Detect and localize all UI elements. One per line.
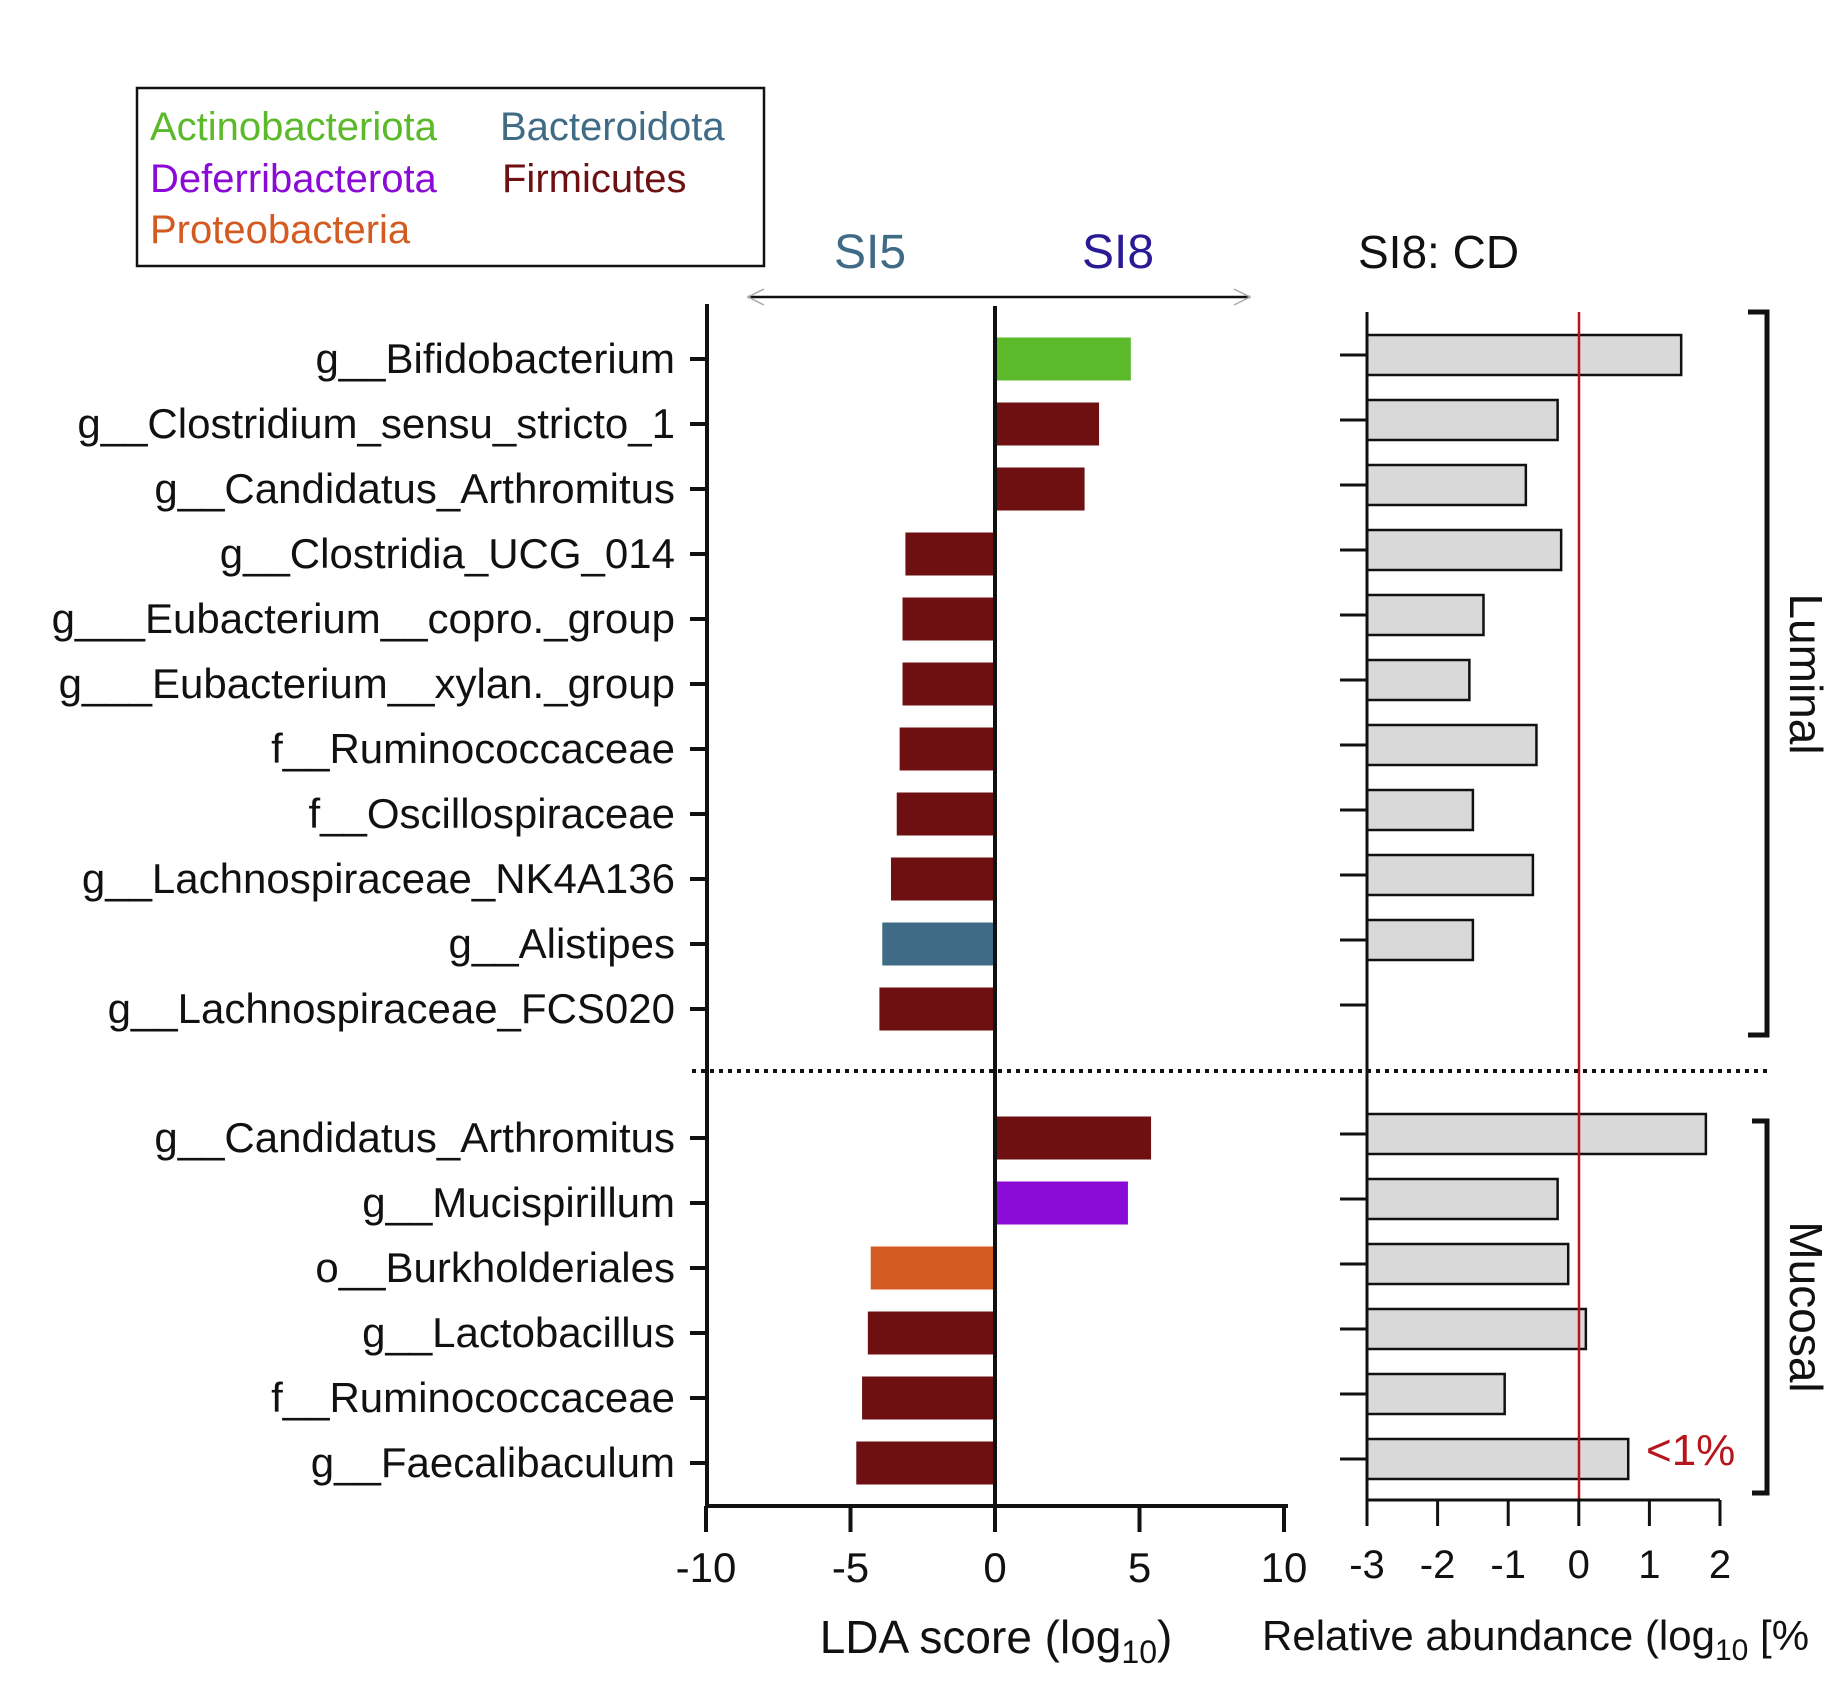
lda-bar: [882, 922, 995, 966]
lda-bar: [995, 402, 1100, 446]
lda-bar: [899, 727, 995, 771]
luminal-bracket: [1748, 309, 1770, 1038]
legend-deferribacterota: Deferribacterota: [150, 157, 438, 201]
abundance-bar: [1365, 1112, 1708, 1156]
abundance-panel: -3 -2 -1 0 1 2 <1% Relative abundance (log10 …: [1262, 312, 1809, 1667]
abundance-bars: [1365, 333, 1708, 1481]
direction-left-label: SI5: [834, 226, 906, 279]
lda-x-axis-title: LDA score (log10): [820, 1611, 1173, 1670]
below-one-percent-label: <1%: [1646, 1426, 1735, 1475]
lda-bar: [870, 1246, 995, 1290]
legend-box: [135, 86, 766, 268]
abundance-x-axis-title: Relative abundance (log10 [%: [1262, 1612, 1809, 1667]
luminal-label: Luminal: [1780, 593, 1832, 754]
right-panel-title: SI8: CD: [1358, 226, 1519, 278]
abundance-x-tick-label: 2: [1709, 1543, 1731, 1587]
abundance-bar: [1365, 1177, 1559, 1221]
abundance-bar: [1365, 528, 1563, 572]
taxon-label: g__Candidatus_Arthromitus: [154, 465, 675, 512]
lda-x-tick-label: 0: [983, 1544, 1006, 1591]
abundance-x-tick-label: 0: [1568, 1543, 1590, 1587]
abundance-bar: [1365, 853, 1535, 897]
lda-bar: [902, 662, 995, 706]
taxon-label: f__Ruminococcaceae: [271, 1374, 675, 1421]
legend: Actinobacteriota Bacteroidota Deferribac…: [135, 86, 766, 268]
taxon-label: g__Clostridia_UCG_014: [220, 530, 675, 577]
abundance-bar: [1365, 788, 1475, 832]
mucosal-bracket: [1752, 1118, 1770, 1496]
lda-bar: [995, 1181, 1128, 1225]
abundance-bar: [1365, 1307, 1588, 1351]
lda-bar: [995, 467, 1085, 511]
abundance-x-tick-label: -1: [1490, 1543, 1526, 1587]
abundance-category-ticks: [1340, 353, 1367, 1461]
legend-actinobacteriota: Actinobacteriota: [150, 105, 438, 149]
lda-bar: [879, 987, 995, 1031]
abundance-bar: [1365, 658, 1471, 702]
lda-bar: [867, 1311, 995, 1355]
abundance-bar: [1365, 593, 1485, 637]
taxon-label: g__Lactobacillus: [362, 1309, 675, 1356]
lda-x-tick-label: 10: [1261, 1544, 1308, 1591]
lda-bar: [862, 1376, 995, 1420]
taxon-label: g__Bifidobacterium: [315, 335, 675, 382]
lda-category-labels: g__Bifidobacterium g__Clostridium_sensu_s…: [52, 335, 675, 1486]
lda-x-tick-label: -5: [832, 1544, 869, 1591]
abundance-bar: [1365, 463, 1528, 507]
lda-bar: [856, 1441, 995, 1485]
group-brackets: Luminal Mucosal: [1748, 309, 1832, 1496]
lda-bars: [856, 337, 1152, 1485]
abundance-bar: [1365, 1372, 1506, 1416]
abundance-x-ticks: -3 -2 -1 0 1 2: [1349, 1500, 1731, 1587]
lda-panel: g__Bifidobacterium g__Clostridium_sensu_s…: [52, 304, 1308, 1670]
abundance-bar: [1365, 1437, 1630, 1481]
lda-bar: [890, 857, 995, 901]
taxon-label: f__Oscillospiraceae: [308, 790, 675, 837]
taxon-label: g__Candidatus_Arthromitus: [154, 1114, 675, 1161]
lda-bar: [905, 532, 995, 576]
lda-x-ticks: -10 -5 0 5 10: [676, 1506, 1308, 1591]
abundance-x-tick-label: 1: [1638, 1543, 1660, 1587]
abundance-x-tick-label: -2: [1420, 1543, 1456, 1587]
lda-bar: [902, 597, 995, 641]
taxon-label: g___Eubacterium__copro._group: [52, 595, 675, 642]
taxon-label: g__Alistipes: [449, 920, 675, 967]
legend-proteobacteria: Proteobacteria: [150, 208, 411, 252]
abundance-bar: [1365, 333, 1683, 377]
lda-category-ticks: [690, 357, 707, 1465]
lda-x-tick-label: -10: [676, 1544, 737, 1591]
taxon-label: g__Lachnospiraceae_FCS020: [108, 985, 675, 1032]
direction-header: SI5 SI8 SI8: CD: [746, 226, 1519, 306]
lda-bar: [995, 1116, 1152, 1160]
lda-bar: [896, 792, 995, 836]
abundance-bar: [1365, 723, 1538, 767]
taxon-label: g__Mucispirillum: [362, 1179, 675, 1226]
abundance-x-tick-label: -3: [1349, 1543, 1385, 1587]
abundance-bar: [1365, 1242, 1570, 1286]
taxon-label: g___Eubacterium__xylan._group: [59, 660, 675, 707]
legend-firmicutes: Firmicutes: [502, 157, 686, 201]
taxon-label: g__Faecalibaculum: [311, 1439, 675, 1486]
taxon-label: f__Ruminococcaceae: [271, 725, 675, 772]
taxon-label: g__Lachnospiraceae_NK4A136: [82, 855, 675, 902]
taxon-label: o__Burkholderiales: [315, 1244, 675, 1291]
lda-bar: [995, 337, 1131, 381]
abundance-bar: [1365, 398, 1559, 442]
mucosal-label: Mucosal: [1780, 1221, 1832, 1392]
abundance-bar: [1365, 918, 1475, 962]
direction-right-label: SI8: [1082, 226, 1154, 279]
taxon-label: g__Clostridium_sensu_stricto_1: [77, 400, 675, 447]
lda-x-tick-label: 5: [1128, 1544, 1151, 1591]
legend-bacteroidota: Bacteroidota: [500, 105, 725, 149]
